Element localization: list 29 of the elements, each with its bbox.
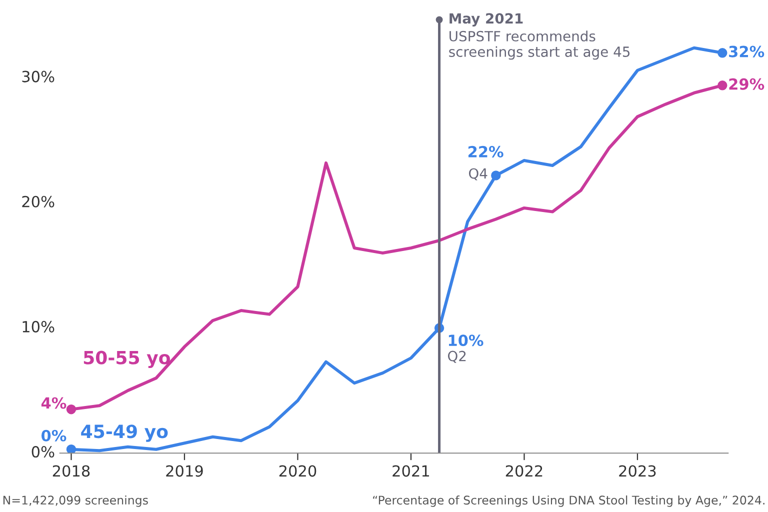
point: [66, 444, 76, 454]
series-label: 50-55 yo: [84, 350, 170, 368]
text: “Percentage of Screenings Using DNA Stool Testing by Age,” 2024.: [373, 495, 764, 507]
series-label: 45-49 yo: [81, 424, 168, 442]
data-label: 32%: [729, 46, 764, 58]
point: [718, 80, 728, 90]
annotation: Q4: [468, 168, 488, 180]
x-tick-label: 2020: [279, 465, 316, 477]
annotation: Q2: [448, 350, 466, 363]
x-tick-label: 2022: [506, 465, 542, 477]
x-tick-label: 2019: [166, 465, 203, 477]
point: [66, 404, 76, 414]
data-label: 29%: [729, 78, 764, 90]
annotation: USPSTF recommends screenings start at age 45: [449, 30, 630, 60]
y-tick-label: 10%: [22, 320, 54, 332]
data-label: 10%: [448, 334, 484, 346]
y-tick-label: 0%: [32, 446, 54, 458]
x-tick-label: 2021: [392, 465, 429, 477]
data-label: 4%: [41, 397, 66, 409]
y-tick-label: 20%: [22, 196, 54, 208]
data-label: 22%: [468, 146, 504, 158]
data-label: 0%: [41, 430, 66, 442]
point: [491, 170, 501, 180]
x-tick-label: 2023: [619, 465, 656, 477]
x-tick-label: 2018: [52, 465, 90, 477]
y-tick-label: 30%: [22, 70, 54, 82]
ref-line-label: May 2021: [450, 13, 523, 26]
point: [718, 48, 728, 58]
text: N=1,422,099 screenings: [3, 495, 148, 507]
